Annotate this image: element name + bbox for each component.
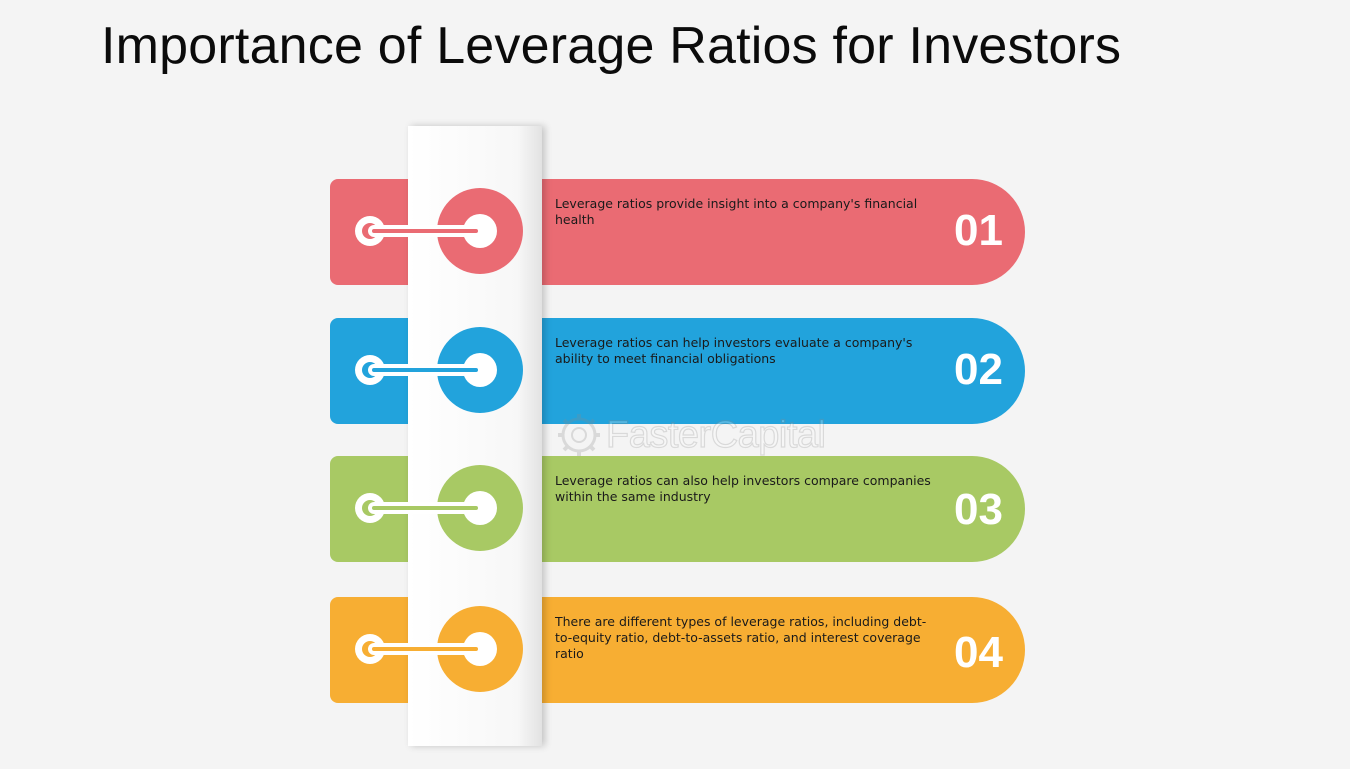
step-3-text: Leverage ratios can also help investors …: [555, 473, 931, 504]
chain-link-icon: [355, 465, 523, 551]
step-4-number: 04: [954, 628, 1003, 677]
chain-link-icon: [355, 188, 523, 274]
step-2-text: Leverage ratios can help investors evalu…: [555, 335, 913, 366]
step-2-number: 02: [954, 345, 1003, 394]
step-3-card: Leverage ratios can also help investors …: [542, 456, 1025, 562]
step-2-card: Leverage ratios can help investors evalu…: [542, 318, 1025, 424]
step-4-card: There are different types of leverage ra…: [542, 597, 1025, 703]
chain-link-icon: [355, 606, 523, 692]
step-1-number: 01: [954, 206, 1003, 255]
step-1-card: Leverage ratios provide insight into a c…: [542, 179, 1025, 285]
step-4-text: There are different types of leverage ra…: [555, 614, 927, 661]
page-title: Importance of Leverage Ratios for Invest…: [101, 17, 1122, 75]
step-1-text: Leverage ratios provide insight into a c…: [555, 196, 918, 227]
step-3-number: 03: [954, 485, 1003, 534]
chain-link-icon: [355, 327, 523, 413]
